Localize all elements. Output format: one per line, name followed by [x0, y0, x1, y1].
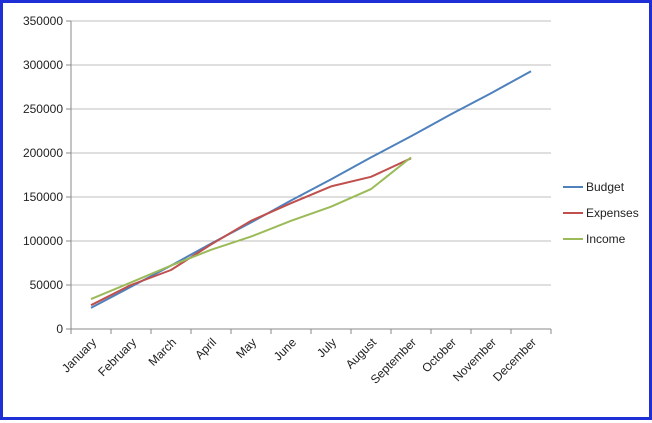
gridlines: [71, 20, 551, 286]
x-tick-label: April: [192, 335, 219, 362]
legend-label-income: Income: [586, 232, 626, 246]
series-lines: [90, 70, 532, 309]
series-line-income: [90, 156, 412, 301]
x-tick-label: January: [59, 335, 99, 375]
legend-label-expenses: Expenses: [586, 206, 639, 220]
y-tick-label: 0: [56, 322, 63, 336]
y-tick-label: 200000: [23, 146, 63, 160]
x-tick-label: July: [314, 335, 339, 360]
legend: Budget Expenses Income: [563, 180, 639, 246]
y-tick-label: 250000: [23, 102, 63, 116]
x-tick-label: October: [419, 335, 459, 375]
series-line-expenses: [90, 157, 412, 307]
x-tick-label: August: [343, 335, 380, 372]
x-tick-label: February: [95, 335, 139, 379]
axes: [70, 21, 551, 330]
x-tick-label: June: [271, 335, 300, 364]
y-tick-label: 300000: [23, 58, 63, 72]
x-tick-label: March: [146, 335, 179, 368]
y-tick-label: 350000: [23, 14, 63, 28]
y-tick-label: 100000: [23, 234, 63, 248]
legend-label-budget: Budget: [586, 180, 625, 194]
x-tick-label: May: [233, 335, 259, 361]
y-tick-label: 150000: [23, 190, 63, 204]
y-axis-ticks: 0 50000 100000 150000 200000 250000 300000 3500…: [23, 14, 71, 336]
y-tick-label: 50000: [30, 278, 64, 292]
x-tick-label: December: [490, 335, 539, 384]
line-chart: 0 50000 100000 150000 200000 250000 300000 3500…: [23, 14, 639, 387]
